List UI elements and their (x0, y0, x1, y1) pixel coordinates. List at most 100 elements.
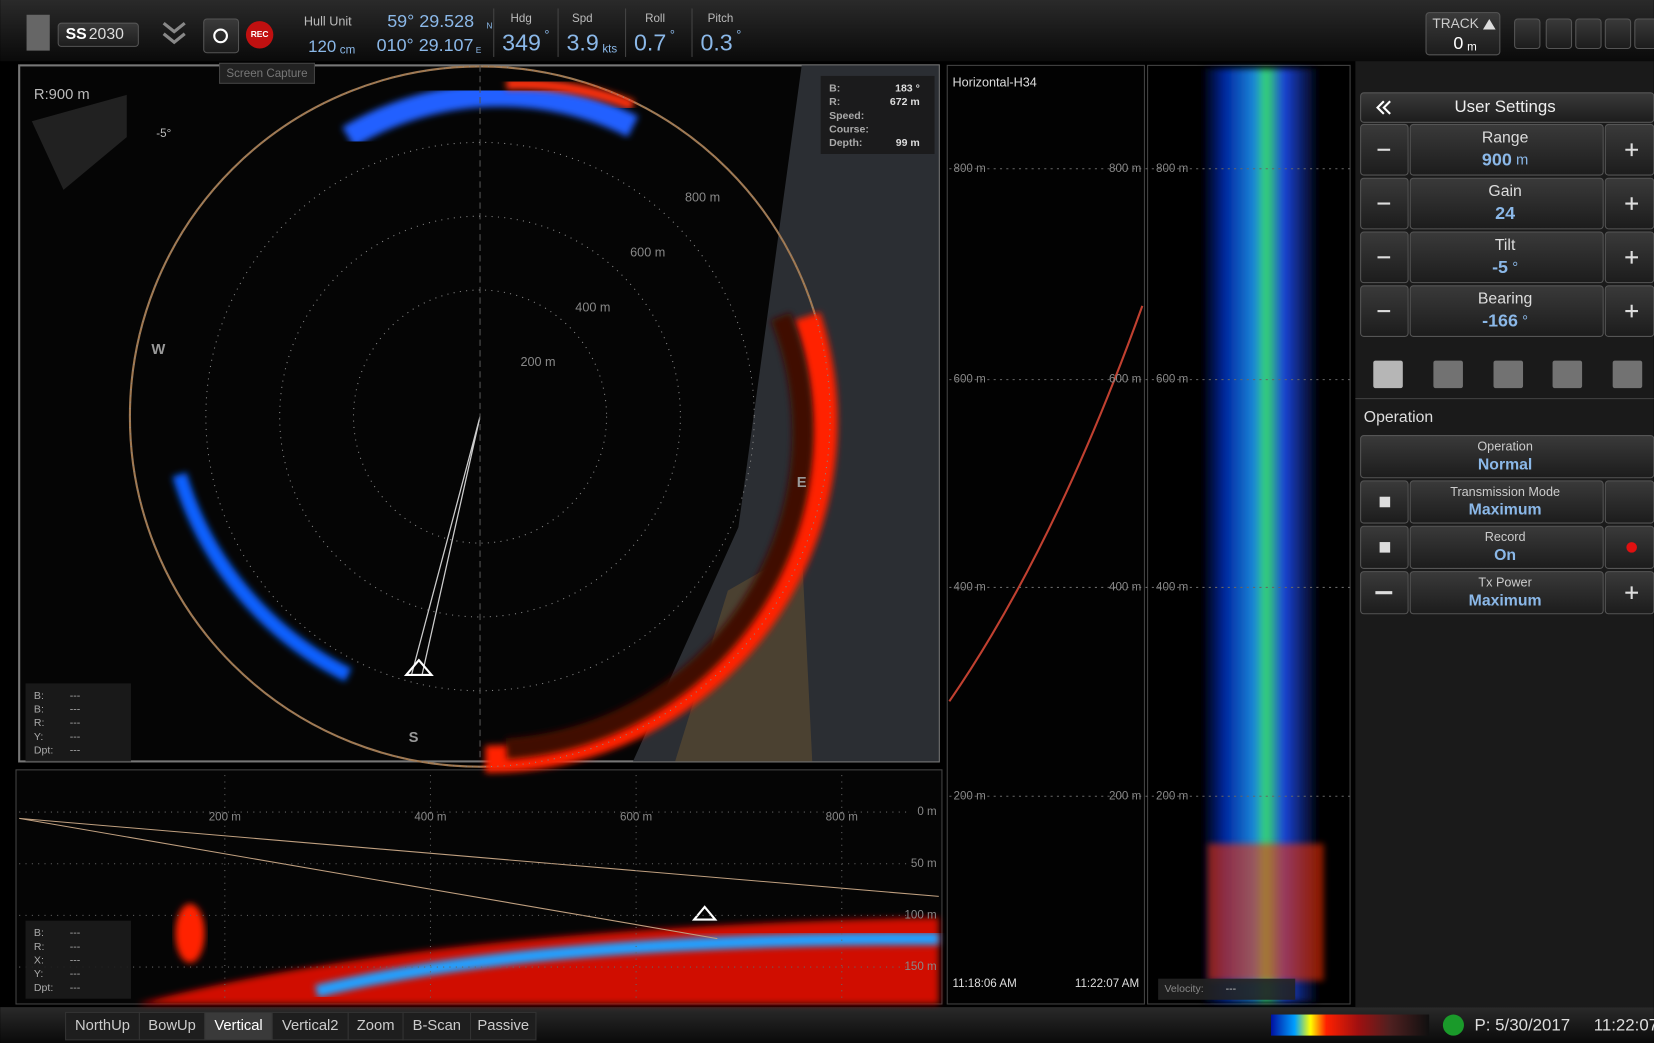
history-range-label: 200 m (1109, 789, 1141, 802)
control-label: Tilt (1495, 237, 1516, 254)
operation-value: Normal (1478, 456, 1532, 473)
roll-value: 0.7 (634, 29, 666, 55)
info-value: 183 ° (895, 82, 920, 94)
roll-unit: ° (670, 28, 675, 42)
rec-label: REC (251, 29, 269, 39)
section-title: Operation (1364, 409, 1433, 426)
intensity-hotspot (1208, 844, 1324, 981)
operation-label: Record (1485, 530, 1526, 544)
history-range-label: 600 m (1109, 373, 1141, 386)
roll-label: Roll (645, 12, 665, 25)
view-tab-label: NorthUp (75, 1018, 130, 1034)
position-hemisphere: N (486, 21, 492, 31)
column-range-label: 800 m (1156, 162, 1188, 175)
screen-capture-button[interactable] (204, 19, 239, 53)
position-lat: 59° 29.528 (387, 11, 474, 31)
control-label: Bearing (1478, 291, 1532, 308)
hull-unit-label: Hull Unit (304, 14, 352, 28)
info-label: B: (829, 82, 840, 94)
cursor-info-label: B: (34, 704, 44, 716)
view-tab-label: BowUp (148, 1018, 196, 1034)
depth-label: 100 m (904, 908, 936, 921)
range-ring-label: 800 m (685, 191, 720, 205)
view-tab-label: Vertical2 (282, 1018, 339, 1034)
cursor-info-label: B: (34, 927, 44, 939)
logo-text: SS (66, 26, 87, 43)
cursor-info-value: --- (70, 968, 81, 980)
operation-value: Maximum (1469, 502, 1542, 519)
track-unit: m (1467, 41, 1477, 54)
speed-value: 3.9 (567, 29, 599, 55)
depth-label: 50 m (911, 857, 937, 870)
right-button[interactable] (1605, 481, 1654, 523)
info-value: 99 m (896, 137, 920, 149)
depth-label: 150 m (904, 960, 936, 973)
track-value: 0 (1453, 33, 1463, 53)
range-label: 400 m (414, 810, 446, 823)
fish-echo (175, 904, 205, 963)
heading-unit: ° (544, 28, 549, 42)
cursor-info-label: R: (34, 717, 45, 729)
tab-icon[interactable] (1494, 361, 1524, 388)
hull-unit-value: 120 (308, 37, 336, 56)
tab-icon[interactable] (1553, 361, 1583, 388)
operation-value: Maximum (1469, 592, 1542, 609)
tab-icon[interactable] (1373, 361, 1403, 388)
heading-label: Hdg (511, 12, 532, 25)
view-tab-label: B-Scan (413, 1018, 461, 1034)
range-label: R:900 m (34, 87, 90, 103)
cursor-info-label: X: (34, 955, 44, 967)
info-value: 672 m (890, 96, 920, 108)
cursor-info-value: --- (70, 927, 81, 939)
cursor-info-value: --- (70, 982, 81, 994)
position-lon: 010° 29.107 (377, 35, 474, 55)
window-button[interactable] (1635, 19, 1654, 49)
pitch-label: Pitch (708, 12, 734, 25)
info-label: Course: (829, 123, 869, 135)
history-range-label: 400 m (1109, 580, 1141, 593)
control-value: -166° (1482, 310, 1528, 330)
history-range-label: 600 m (954, 373, 986, 386)
range-ring-label: 200 m (520, 355, 555, 369)
cursor-info-value: --- (70, 690, 81, 702)
column-range-label: 600 m (1156, 373, 1188, 386)
depth-label: 0 m (917, 805, 936, 818)
tilt-label: -5° (156, 127, 171, 140)
history-title: Horizontal-H34 (952, 76, 1036, 90)
window-button[interactable] (1605, 19, 1630, 49)
control-label: Range (1482, 129, 1529, 146)
value: -166 (1482, 310, 1518, 330)
settings-title: User Settings (1455, 97, 1556, 116)
window-button[interactable] (1546, 19, 1571, 49)
track-label: TRACK (1432, 16, 1478, 31)
view-tab-label: Vertical (214, 1018, 262, 1034)
range-label: 200 m (209, 810, 241, 823)
unit: ° (1522, 314, 1528, 330)
velocity-label: Velocity: (1164, 983, 1203, 995)
column-range-label: 400 m (1156, 580, 1188, 593)
compass-label: S (409, 730, 419, 746)
screen: SS2030RECScreen CaptureHull Unit120cm59°… (0, 0, 1654, 1043)
speed-label: Spd (572, 12, 593, 25)
cursor-info-label: Dpt: (34, 982, 53, 994)
cursor-info-label: Y: (34, 968, 43, 980)
tab-icon[interactable] (1613, 361, 1643, 388)
cursor-info-label: Dpt: (34, 745, 53, 757)
info-label: Depth: (829, 137, 862, 149)
window-button[interactable] (1515, 19, 1540, 49)
range-ring-label: 400 m (575, 300, 610, 314)
status-time: 11:22:07 (1594, 1016, 1654, 1035)
status-date: P: 5/30/2017 (1475, 1016, 1571, 1035)
window-button[interactable] (1576, 19, 1601, 49)
history-range-label: 800 m (954, 162, 986, 175)
compass-label: E (797, 475, 807, 491)
tab-icon[interactable] (1433, 361, 1463, 388)
cursor-info-value: --- (70, 955, 81, 967)
cursor-info-value: --- (70, 745, 81, 757)
record-dot (1626, 542, 1637, 553)
control-value: -5° (1492, 257, 1518, 277)
cursor-info-label: B: (34, 690, 44, 702)
model-text: 2030 (89, 26, 124, 43)
stop-icon (1380, 542, 1391, 553)
